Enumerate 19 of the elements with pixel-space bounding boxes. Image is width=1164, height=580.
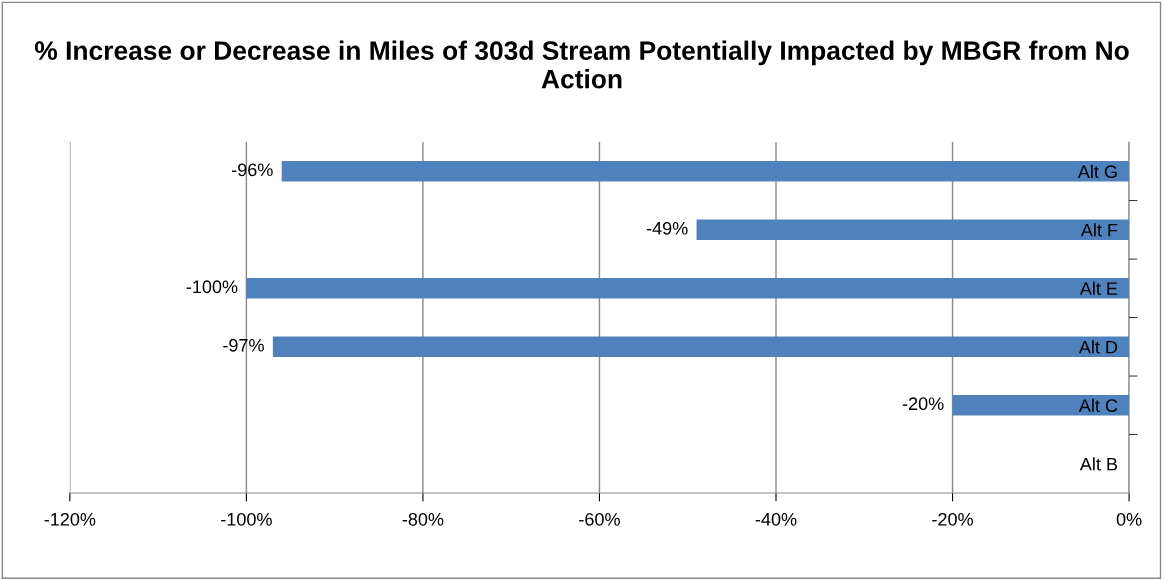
y-tick-label: Alt G (1077, 164, 1117, 179)
chart-title: % Increase or Decrease in Miles of 303d Stream Potentially Impacted by MBGR from No Action (34, 40, 1129, 89)
data-label: -100% (186, 280, 238, 294)
x-tick-label: 0% (1116, 512, 1142, 526)
x-tick-label: -20% (932, 512, 973, 526)
y-tick-label: Alt F (1080, 223, 1118, 237)
data-label: -49% (646, 221, 688, 235)
x-tick-label: -40% (755, 512, 797, 526)
y-tick-label: Alt C (1078, 398, 1118, 412)
x-tick-label: -100% (221, 512, 272, 526)
data-label: -96% (232, 163, 273, 177)
data-label: -97% (223, 338, 264, 352)
x-tick-label: -120% (44, 512, 96, 526)
x-tick-label: -80% (402, 512, 444, 526)
y-tick-label: Alt E (1079, 281, 1118, 295)
data-label: -20% (902, 397, 944, 411)
x-tick-label: -60% (579, 512, 620, 526)
y-tick-label: Alt B (1079, 457, 1118, 471)
y-tick-label: Alt D (1078, 340, 1118, 354)
